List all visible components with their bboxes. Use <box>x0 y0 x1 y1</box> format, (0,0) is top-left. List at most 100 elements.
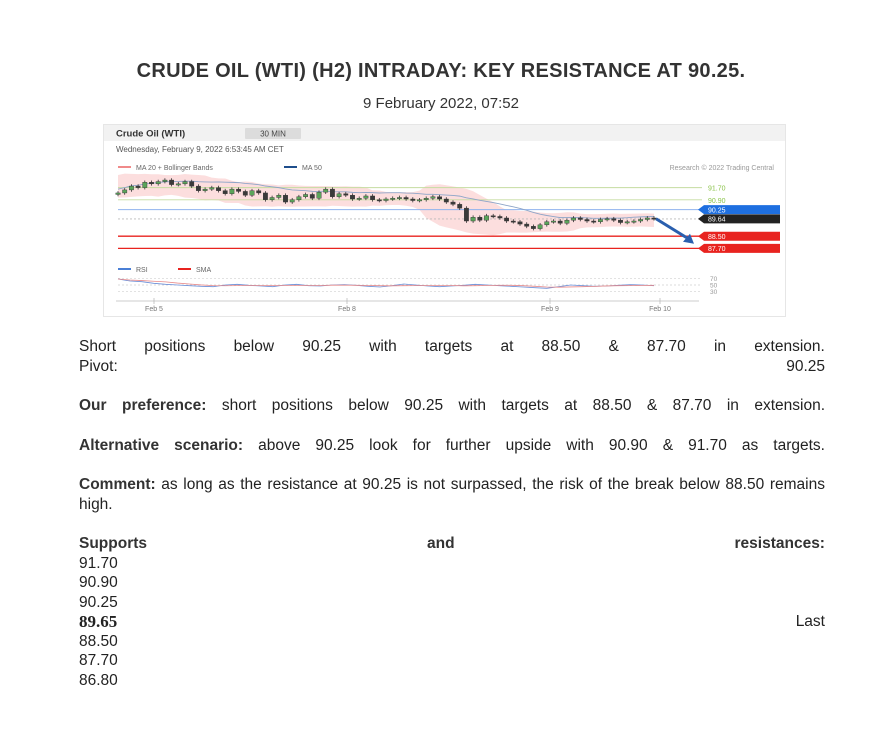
p1-line2: Pivot: 90.25 <box>79 357 825 377</box>
p1-word: extension. <box>754 338 825 355</box>
candle-body <box>510 220 516 223</box>
level-3: 90.25 <box>79 593 118 611</box>
candle-body <box>222 190 228 194</box>
level-7: 86.80 <box>79 671 118 689</box>
p1-word: 90.25 <box>302 338 342 355</box>
legend-rsi: RSI <box>136 267 148 274</box>
p1-word: Short <box>79 338 117 355</box>
pivot-value: 90.25 <box>786 357 825 375</box>
level-tag-label: 90.25 <box>708 207 726 214</box>
x-tick-label: Feb 9 <box>541 306 559 313</box>
level-2: 90.90 <box>79 574 118 591</box>
rsi-level-label: 50 <box>710 283 718 290</box>
candle-body <box>115 192 121 195</box>
x-tick-label: Feb 5 <box>145 306 163 313</box>
alternative-text: above 90.25 look for further upside with… <box>258 436 825 454</box>
last-label: Last <box>795 613 825 630</box>
candle-body <box>289 199 295 203</box>
candle-body <box>410 198 416 201</box>
candle-body <box>175 183 181 186</box>
legend-ma20: MA 20 + Bollinger Bands <box>136 165 213 172</box>
p1-word: 88.50 <box>541 338 581 355</box>
candle-body <box>202 188 208 191</box>
p1-word: in <box>713 338 727 355</box>
chart-timeframe: 30 MIN <box>260 130 286 139</box>
p1-word: targets <box>424 338 473 355</box>
pivot-label: Pivot: <box>79 357 118 375</box>
candle-body <box>329 188 335 197</box>
candle-body <box>450 201 456 205</box>
level-tag <box>698 214 780 224</box>
candle-body <box>457 204 463 209</box>
candle-body <box>517 221 523 225</box>
candle-body <box>296 196 302 200</box>
candle-body <box>249 190 255 196</box>
candle-body <box>484 215 489 221</box>
candle-body <box>557 220 563 224</box>
sr-word-resistances: resistances: <box>734 535 825 552</box>
candle-body <box>182 181 188 185</box>
candle-body <box>269 197 275 200</box>
candle-body <box>638 219 644 222</box>
candle-body <box>417 199 422 202</box>
level-1: 91.70 <box>79 554 118 572</box>
p1-word: below <box>233 338 275 355</box>
candle-body <box>216 187 221 191</box>
rsi-line <box>117 278 655 289</box>
candle-body <box>423 198 429 200</box>
level-tag-label: 88.50 <box>708 234 726 241</box>
candle-body <box>430 196 436 199</box>
p1-word: positions <box>144 338 206 355</box>
p1-word: & <box>608 338 619 355</box>
candle-body <box>577 217 583 220</box>
candle-body <box>363 195 369 199</box>
candle-body <box>464 207 469 222</box>
level-5: 88.50 <box>79 632 118 650</box>
candle-body <box>584 219 590 222</box>
candle-body <box>370 195 375 200</box>
candle-body <box>631 220 637 223</box>
candle-body <box>155 181 161 185</box>
alternative-label: Alternative scenario: <box>79 436 244 454</box>
comment-paragraph: Comment: as long as the resistance at 90… <box>79 475 825 514</box>
candle-body <box>135 185 141 188</box>
candle-body <box>189 181 195 187</box>
article-date: 9 February 2022, 07:52 <box>363 95 519 112</box>
candle-body <box>323 188 329 193</box>
price-chart-svg: Crude Oil (WTI) 30 MIN Wednesday, Februa… <box>104 125 785 313</box>
candle-body <box>551 220 556 223</box>
bollinger-band <box>118 173 654 236</box>
price-chart: Crude Oil (WTI) 30 MIN Wednesday, Februa… <box>103 124 786 317</box>
candle-body <box>504 217 509 222</box>
legend-ma50: MA 50 <box>302 165 322 172</box>
level-tag <box>698 205 780 215</box>
candle-body <box>122 189 128 194</box>
candle-body <box>142 182 148 188</box>
candle-body <box>544 221 550 226</box>
sma-line <box>117 278 655 288</box>
alternative-paragraph: Alternative scenario: above 90.25 look f… <box>79 436 825 456</box>
candle-body <box>229 188 235 194</box>
candle-body <box>524 223 530 227</box>
candle-body <box>497 216 503 219</box>
candle-body <box>437 196 442 200</box>
comment-text-1: as long as the resistance at 90.25 is no… <box>161 476 825 493</box>
sr-word-supports: Supports <box>79 535 148 552</box>
candle-body <box>403 197 409 200</box>
article-title: CRUDE OIL (WTI) (H2) INTRADAY: KEY RESIS… <box>136 60 746 82</box>
candle-body <box>651 217 657 220</box>
level-tag-label: 87.70 <box>708 246 726 253</box>
level-label: 90.90 <box>708 198 726 205</box>
projection-arrow-head <box>683 233 694 244</box>
preference-paragraph: Our preference: short positions below 90… <box>79 396 825 416</box>
rsi-level-label: 70 <box>710 276 718 283</box>
sr-word-and: and <box>426 535 455 552</box>
preference-text: short positions below 90.25 with targets… <box>221 397 825 414</box>
candle-body <box>276 195 282 198</box>
candle-body <box>537 224 543 229</box>
candle-body <box>490 215 496 218</box>
candle-body <box>624 221 630 224</box>
candle-body <box>303 194 308 197</box>
candle-body <box>162 179 168 182</box>
